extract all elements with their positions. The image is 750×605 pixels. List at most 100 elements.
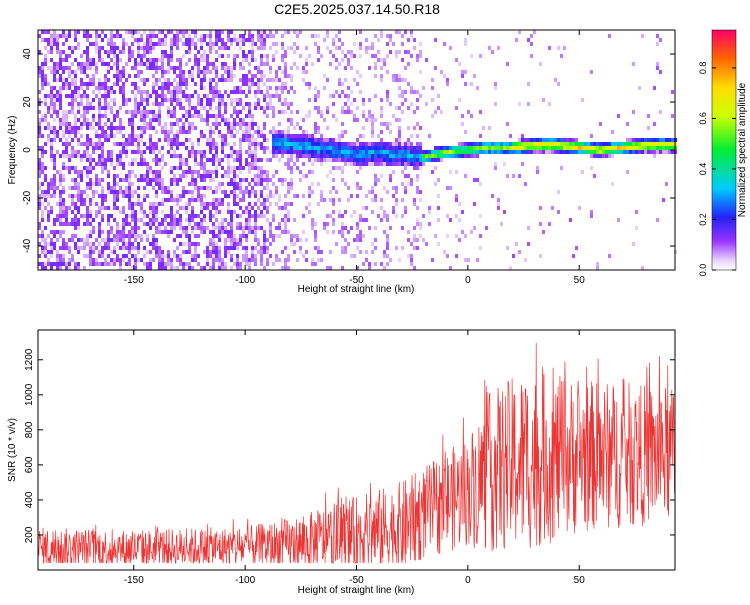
spectrogram-cell: [287, 186, 290, 190]
spectrogram-cell: [659, 150, 662, 154]
spectrogram-cell: [311, 226, 314, 230]
spectrogram-cell: [191, 38, 194, 42]
spectrogram-cell: [473, 202, 476, 206]
spectrogram-cell: [146, 110, 149, 114]
spectrogram-cell: [332, 186, 335, 190]
spectrogram-cell: [209, 238, 212, 242]
spectrogram-cell: [95, 238, 98, 242]
spectrogram-cell: [521, 142, 524, 146]
spectrogram-cell: [380, 130, 383, 134]
spectrogram-cell: [296, 110, 299, 114]
spectrogram-cell: [101, 150, 104, 154]
spectrogram-cell: [230, 166, 233, 170]
spectrogram-cell: [194, 234, 197, 238]
spectrogram-cell: [380, 106, 383, 110]
spectrogram-cell: [212, 246, 215, 250]
spectrogram-cell: [281, 42, 284, 46]
spectrogram-cell: [224, 46, 227, 50]
spectrogram-cell: [182, 82, 185, 86]
spectrogram-cell: [269, 94, 272, 98]
spectrogram-cell: [95, 182, 98, 186]
spectrogram-cell: [149, 218, 152, 222]
spectrogram-cell: [596, 150, 599, 154]
spectrogram-cell: [143, 222, 146, 226]
spectrogram-cell: [527, 38, 530, 42]
spectrogram-cell: [179, 118, 182, 122]
spectrogram-cell: [254, 246, 257, 250]
spectrogram-cell: [50, 126, 53, 130]
spectrogram-cell: [80, 198, 83, 202]
spectrogram-cell: [281, 146, 284, 150]
spectrogram-cell: [404, 158, 407, 162]
spectrogram-cell: [224, 254, 227, 258]
spectrogram-cell: [62, 166, 65, 170]
spectrogram-cell: [119, 154, 122, 158]
spectrogram-cell: [341, 178, 344, 182]
spectrogram-cell: [77, 182, 80, 186]
spectrogram-cell: [245, 134, 248, 138]
spectrogram-cell: [419, 146, 422, 150]
spectrogram-cell: [608, 150, 611, 154]
spectrogram-cell: [434, 158, 437, 162]
spectrogram-cell: [86, 34, 89, 38]
spectrogram-cell: [296, 194, 299, 198]
spectrogram-cell: [341, 170, 344, 174]
spectrogram-cell: [116, 66, 119, 70]
spectrogram-cell: [122, 246, 125, 250]
spectrogram-cell: [281, 266, 284, 270]
spectrogram-cell: [374, 74, 377, 78]
spectrogram-cell: [281, 138, 284, 142]
spectrogram-cell: [242, 58, 245, 62]
spectrogram-cell: [185, 218, 188, 222]
spectrogram-cell: [629, 142, 632, 146]
spectrogram-cell: [119, 58, 122, 62]
spectrogram-cell: [575, 150, 578, 154]
spectrogram-cell: [545, 150, 548, 154]
spectrogram-cell: [290, 122, 293, 126]
spectrogram-cell: [47, 194, 50, 198]
spectrogram-cell: [254, 158, 257, 162]
spectrogram-cell: [275, 94, 278, 98]
spectrogram-cell: [146, 262, 149, 266]
spectrogram-cell: [203, 174, 206, 178]
spectrogram-cell: [353, 118, 356, 122]
spectrogram-cell: [251, 250, 254, 254]
spectrogram-cell: [74, 130, 77, 134]
spectrogram-cell: [167, 62, 170, 66]
spectrogram-cell: [38, 74, 41, 78]
spectrogram-cell: [362, 234, 365, 238]
spectrogram-cell: [356, 150, 359, 154]
spectrogram-cell: [281, 54, 284, 58]
spectrogram-cell: [590, 154, 593, 158]
spectrogram-cell: [257, 182, 260, 186]
spectrogram-cell: [467, 154, 470, 158]
spectrogram-cell: [263, 126, 266, 130]
spectrogram-cell: [302, 118, 305, 122]
spectrogram-cell: [68, 238, 71, 242]
spectrogram-cell: [266, 198, 269, 202]
spectrogram-cell: [464, 154, 467, 158]
spectrogram-cell: [470, 82, 473, 86]
spectrogram-cell: [122, 206, 125, 210]
spectrogram-cell: [116, 74, 119, 78]
spectrogram-cell: [86, 146, 89, 150]
spectrogram-cell: [470, 114, 473, 118]
spectrogram-cell: [650, 138, 653, 142]
spectrogram-cell: [380, 78, 383, 82]
spectrogram-cell: [158, 122, 161, 126]
spectrogram-cell: [197, 110, 200, 114]
spectrogram-cell: [362, 150, 365, 154]
spectrogram-cell: [167, 86, 170, 90]
spectrogram-cell: [140, 110, 143, 114]
spectrogram-cell: [179, 254, 182, 258]
spectrogram-cell: [302, 150, 305, 154]
spectrogram-cell: [137, 86, 140, 90]
spectrogram-cell: [341, 146, 344, 150]
spectrogram-cell: [44, 98, 47, 102]
spectrogram-cell: [68, 206, 71, 210]
spectrogram-cell: [296, 138, 299, 142]
spectrogram-cell: [416, 146, 419, 150]
spectrogram-cell: [140, 178, 143, 182]
spectrogram-cell: [131, 190, 134, 194]
spectrogram-cell: [44, 166, 47, 170]
